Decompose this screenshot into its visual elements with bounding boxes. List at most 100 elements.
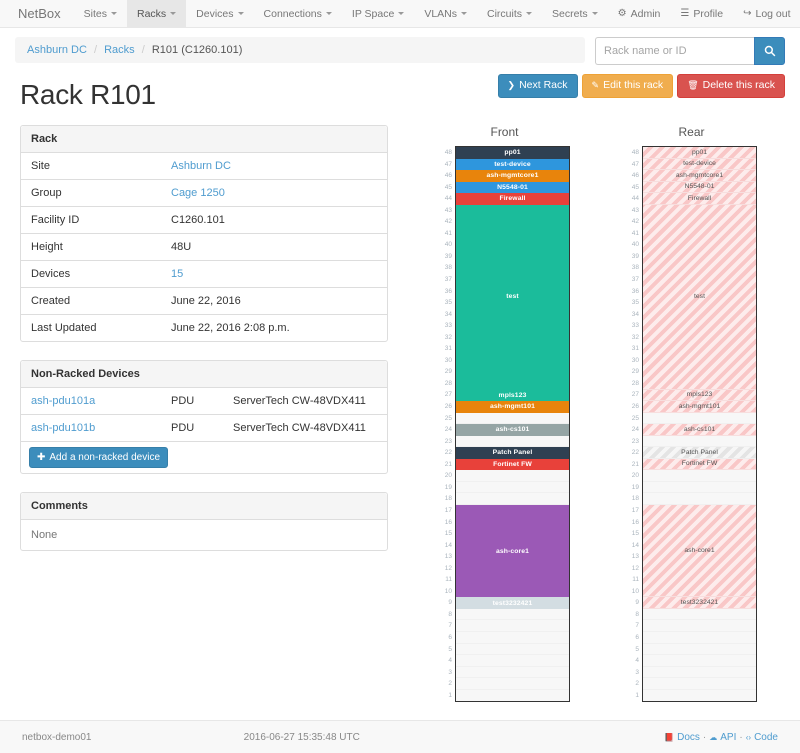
rack-unit-empty[interactable] xyxy=(643,493,756,505)
rack-unit-empty[interactable] xyxy=(456,689,569,702)
rack-unit-empty[interactable] xyxy=(456,666,569,679)
rack-unit-device[interactable]: pp01 xyxy=(456,147,569,159)
nav-admin-link[interactable]: ⚙ Admin xyxy=(608,0,671,27)
front-face-label: Front xyxy=(490,125,519,139)
add-non-racked-device-button[interactable]: ✚ Add a non-racked device xyxy=(29,447,169,468)
edit-rack-button[interactable]: ✎ Edit this rack xyxy=(581,74,674,98)
nav-item-label: Circuits xyxy=(487,7,523,20)
attribute-value[interactable]: Ashburn DC xyxy=(161,153,387,180)
device-name-link[interactable]: ash-pdu101b xyxy=(31,422,96,434)
nav-item-circuits[interactable]: Circuits xyxy=(477,0,542,27)
rack-unit-device-rear[interactable]: test xyxy=(643,204,756,390)
rack-unit-empty[interactable] xyxy=(456,620,569,633)
device-name-link[interactable]: ash-pdu101a xyxy=(31,395,96,407)
rack-unit-empty[interactable] xyxy=(643,412,756,425)
rack-unit-empty[interactable] xyxy=(456,678,569,690)
unit-number: 14 xyxy=(631,541,639,549)
rack-unit-empty[interactable] xyxy=(456,608,569,621)
rack-unit-device-rear[interactable]: ash-mgmtcore1 xyxy=(643,170,756,182)
nav-profile-link[interactable]: ☰ Profile xyxy=(670,0,733,27)
breadcrumb-racks[interactable]: Racks xyxy=(104,44,135,56)
rack-unit-empty[interactable] xyxy=(456,435,569,448)
rack-unit-empty[interactable] xyxy=(643,620,756,633)
rack-unit-device-rear[interactable]: N5548-01 xyxy=(643,181,756,194)
api-icon: ☁ xyxy=(709,732,718,742)
rack-unit-device[interactable]: ash-mgmtcore1 xyxy=(456,170,569,182)
rack-unit-device-rear[interactable]: ash-core1 xyxy=(643,505,756,598)
rack-unit-empty[interactable] xyxy=(643,632,756,644)
attribute-value-link[interactable]: Ashburn DC xyxy=(171,160,231,172)
attribute-value-link[interactable]: 15 xyxy=(171,268,184,280)
edit-rack-icon: ✎ xyxy=(591,79,600,90)
rack-unit-device[interactable]: test3232421 xyxy=(456,597,569,609)
nav-item-devices[interactable]: Devices xyxy=(186,0,253,27)
rack-unit-empty[interactable] xyxy=(643,666,756,679)
rack-unit-device-rear[interactable]: ash-cs101 xyxy=(643,424,756,436)
rack-unit-device-rear[interactable]: pp01 xyxy=(643,147,756,159)
rack-unit-device-rear[interactable]: mpls123 xyxy=(643,389,756,402)
nav-item-ip-space[interactable]: IP Space xyxy=(342,0,414,27)
nav-item-connections[interactable]: Connections xyxy=(254,0,342,27)
rack-unit-empty[interactable] xyxy=(456,412,569,425)
rack-unit-device-rear[interactable]: Firewall xyxy=(643,193,756,205)
rack-unit-empty[interactable] xyxy=(643,608,756,621)
nav-item-vlans[interactable]: VLANs xyxy=(414,0,477,27)
rack-unit-empty[interactable] xyxy=(643,481,756,494)
rack-unit-device[interactable]: Patch Panel xyxy=(456,447,569,459)
rack-unit-device[interactable]: test-device xyxy=(456,158,569,171)
rack-unit-empty[interactable] xyxy=(456,643,569,656)
rack-unit-empty[interactable] xyxy=(456,470,569,482)
rack-unit-empty[interactable] xyxy=(456,493,569,505)
footer-api-link[interactable]: ☁ API xyxy=(709,732,736,743)
rack-unit-device[interactable]: ash-core1 xyxy=(456,505,569,598)
unit-number: 33 xyxy=(444,322,452,330)
attribute-value[interactable]: 15 xyxy=(161,260,387,288)
rack-unit-device[interactable]: test xyxy=(456,204,569,390)
attribute-value-link[interactable]: Cage 1250 xyxy=(171,187,225,199)
search-input[interactable] xyxy=(595,37,754,65)
rack-unit-device[interactable]: Fortinet FW xyxy=(456,458,569,471)
rack-unit-empty[interactable] xyxy=(456,655,569,667)
rack-unit-device[interactable]: N5548-01 xyxy=(456,181,569,194)
nav-log-out-link[interactable]: ↪ Log out xyxy=(733,0,800,27)
rack-unit-device-rear[interactable]: Patch Panel xyxy=(643,447,756,459)
rack-unit-device[interactable]: mpls123 xyxy=(456,389,569,402)
rack-unit-empty[interactable] xyxy=(643,470,756,482)
next-rack-button[interactable]: ❯ Next Rack xyxy=(497,74,578,98)
footer-code-link[interactable]: ‹› Code xyxy=(746,732,778,743)
attribute-label: Height xyxy=(21,233,161,261)
rack-unit-empty[interactable] xyxy=(456,632,569,644)
rack-unit-empty[interactable] xyxy=(456,481,569,494)
footer-docs-link[interactable]: 📕 Docs xyxy=(664,732,700,743)
device-name-cell[interactable]: ash-pdu101a xyxy=(21,388,161,415)
delete-rack-button[interactable]: 🗑 Delete this rack xyxy=(677,74,785,98)
nav-item-secrets[interactable]: Secrets xyxy=(542,0,608,27)
unit-number: 45 xyxy=(444,183,452,191)
attribute-value: June 22, 2016 2:08 p.m. xyxy=(161,314,387,341)
rack-unit-device[interactable]: ash-mgmt101 xyxy=(456,401,569,413)
footer-separator: · xyxy=(739,731,743,743)
device-name-cell[interactable]: ash-pdu101b xyxy=(21,414,161,441)
unit-number: 27 xyxy=(631,391,639,399)
rack-unit-device-rear[interactable]: Fortinet FW xyxy=(643,458,756,471)
rack-unit-device[interactable]: ash-cs101 xyxy=(456,424,569,436)
rack-unit-empty[interactable] xyxy=(643,678,756,690)
unit-number: 35 xyxy=(631,299,639,307)
unit-number: 33 xyxy=(631,322,639,330)
rack-unit-device[interactable]: Firewall xyxy=(456,193,569,205)
brand-netbox[interactable]: NetBox xyxy=(18,6,61,21)
rack-unit-device-rear[interactable]: ash-mgmt101 xyxy=(643,401,756,413)
nav-item-sites[interactable]: Sites xyxy=(74,0,127,27)
attribute-value[interactable]: Cage 1250 xyxy=(161,179,387,207)
rack-unit-empty[interactable] xyxy=(643,643,756,656)
rack-unit-empty[interactable] xyxy=(643,689,756,702)
rack-unit-device-rear[interactable]: test-device xyxy=(643,158,756,171)
rack-unit-empty[interactable] xyxy=(643,435,756,448)
rack-unit-empty[interactable] xyxy=(643,655,756,667)
table-row: Created June 22, 2016 xyxy=(21,287,387,315)
search-icon[interactable] xyxy=(754,37,785,65)
rack-unit-device-rear[interactable]: test3232421 xyxy=(643,597,756,609)
breadcrumb-site[interactable]: Ashburn DC xyxy=(27,44,87,56)
unit-number: 28 xyxy=(631,379,639,387)
nav-item-racks[interactable]: Racks xyxy=(126,0,187,27)
